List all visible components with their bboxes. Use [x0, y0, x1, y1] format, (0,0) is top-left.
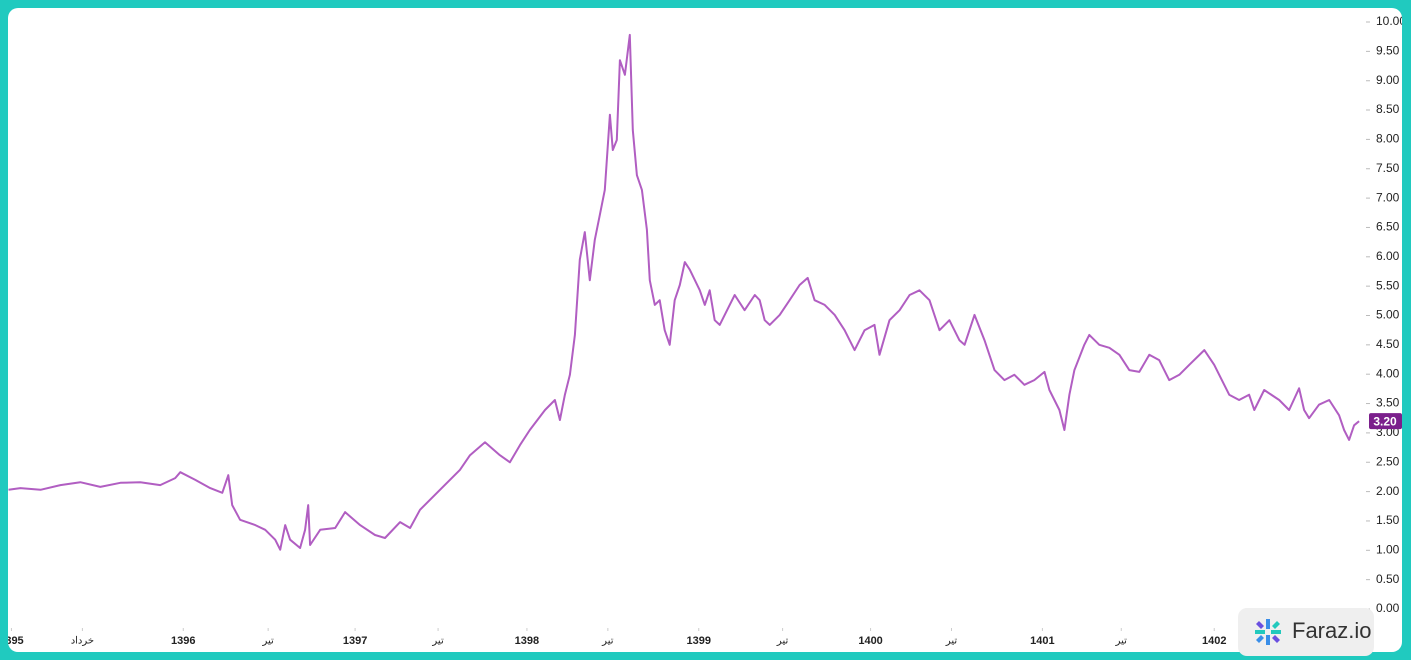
x-tick-label: تیر: [431, 636, 444, 647]
y-tick-label: 10.00: [1376, 14, 1406, 28]
price-marker: [1369, 413, 1402, 430]
y-tick-label: 4.50: [1376, 337, 1400, 351]
y-tick-label: 3.50: [1376, 396, 1400, 410]
x-tick-label: 1402: [1202, 635, 1226, 647]
y-tick-label: 0.00: [1376, 601, 1400, 615]
y-tick-label: 9.50: [1376, 44, 1400, 58]
x-tick-label: خرداد: [71, 636, 94, 647]
x-tick-label: 1396: [171, 635, 195, 647]
y-tick-label: 1.00: [1376, 542, 1400, 556]
badge-bg: [1238, 608, 1374, 656]
x-tick-label: 1397: [343, 635, 367, 647]
y-tick-label: 7.50: [1376, 161, 1400, 175]
x-tick-label: 1399: [687, 635, 711, 647]
y-tick-label: 5.00: [1376, 308, 1400, 322]
watermark-badge: Faraz.io: [1238, 608, 1374, 656]
y-tick-label: 5.50: [1376, 278, 1400, 292]
y-tick-label: 0.50: [1376, 572, 1400, 586]
y-tick-label: 6.50: [1376, 220, 1400, 234]
y-tick-label: 2.00: [1376, 484, 1400, 498]
x-tick-label: 1398: [515, 635, 539, 647]
y-tick-label: 8.00: [1376, 132, 1400, 146]
logo: [1255, 619, 1281, 645]
x-tick-label: تیر: [1115, 636, 1128, 647]
watermark: Faraz.io: [1292, 618, 1371, 643]
y-tick-label: 7.00: [1376, 190, 1400, 204]
x-tick-label: 1400: [858, 635, 882, 647]
x-tick-label: تیر: [261, 636, 274, 647]
panel: [8, 8, 1402, 652]
x-tick-label: 1395: [0, 635, 24, 647]
y-tick-label: 1.50: [1376, 513, 1400, 527]
x-tick-label: تیر: [945, 636, 958, 647]
y-tick-label: 8.50: [1376, 102, 1400, 116]
price-marker-label: 3.20: [1373, 414, 1397, 428]
y-tick-label: 6.00: [1376, 249, 1400, 263]
y-tick-label: 4.00: [1376, 366, 1400, 380]
y-tick-label: 2.50: [1376, 454, 1400, 468]
y-tick-label: 9.00: [1376, 73, 1400, 87]
x-tick-label: 1401: [1030, 635, 1054, 647]
x-tick-label: تیر: [601, 636, 614, 647]
plot: 0.000.501.001.502.002.503.003.504.004.50…: [0, 14, 1406, 647]
price-line: [8, 33, 1360, 551]
x-tick-label: تیر: [776, 636, 789, 647]
